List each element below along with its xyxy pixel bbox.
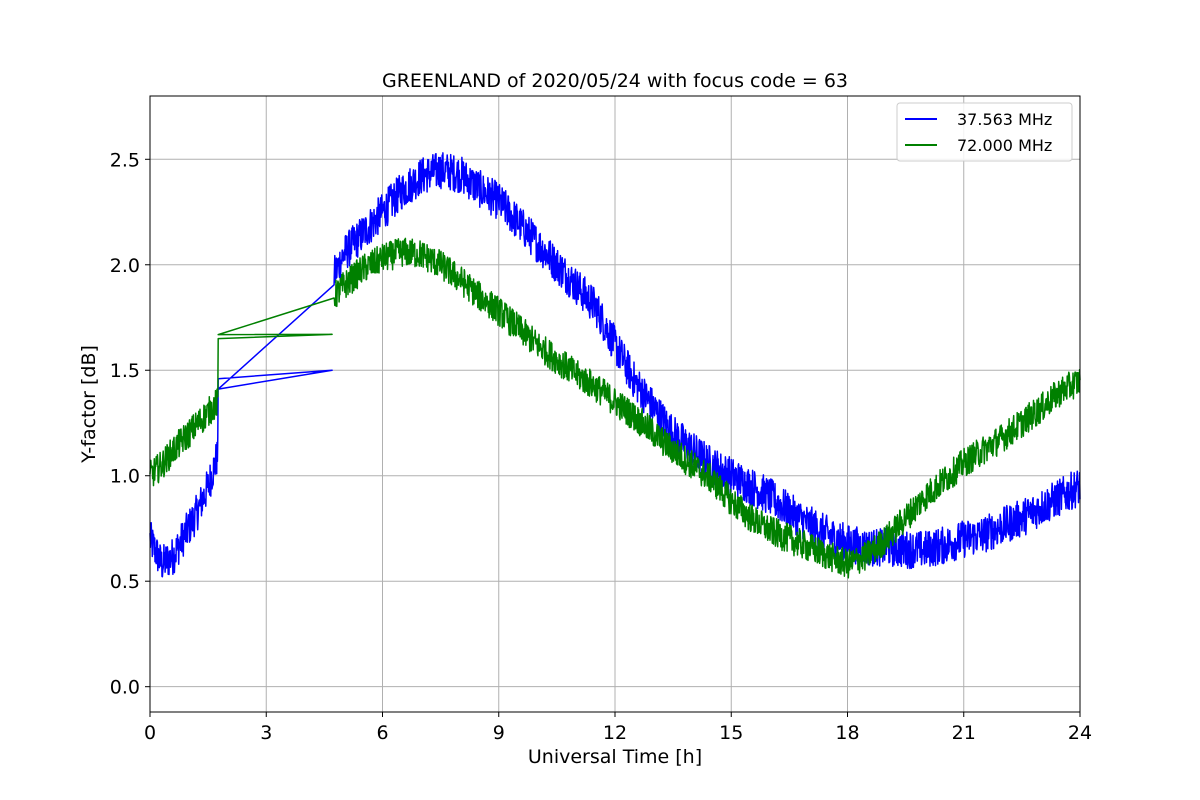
x-axis-title: Universal Time [h] — [528, 746, 702, 768]
y-tick-label: 0.0 — [110, 677, 140, 699]
x-tick-label: 24 — [1068, 722, 1092, 744]
x-tick-label: 12 — [603, 722, 627, 744]
x-tick-label: 21 — [952, 722, 976, 744]
axis-ticks: 0 3 6 9 12 15 18 21 24 0.0 0.5 1.0 1.5 2.0 2.5 — [110, 149, 1092, 744]
y-axis-title: Y-factor [dB] — [78, 345, 100, 464]
x-tick-label: 9 — [493, 722, 505, 744]
legend: 37.563 MHz 72.000 MHz — [896, 102, 1073, 162]
x-tick-label: 3 — [260, 722, 272, 744]
grid — [149, 96, 1081, 712]
x-tick-label: 6 — [376, 722, 388, 744]
y-tick-label: 0.5 — [110, 571, 140, 593]
legend-box — [896, 102, 1073, 162]
y-tick-label: 1.0 — [110, 466, 140, 488]
legend-label: 37.563 MHz — [957, 110, 1052, 129]
legend-label: 72.000 MHz — [957, 136, 1052, 155]
plot-area — [149, 152, 1081, 579]
y-tick-label: 1.5 — [110, 360, 140, 382]
y-tick-label: 2.5 — [110, 149, 140, 171]
series-line-1 — [149, 237, 1081, 579]
x-tick-label: 0 — [144, 722, 156, 744]
x-tick-label: 15 — [719, 722, 743, 744]
chart-title: GREENLAND of 2020/05/24 with focus code … — [382, 70, 848, 92]
y-tick-label: 2.0 — [110, 255, 140, 277]
x-tick-label: 18 — [835, 722, 859, 744]
